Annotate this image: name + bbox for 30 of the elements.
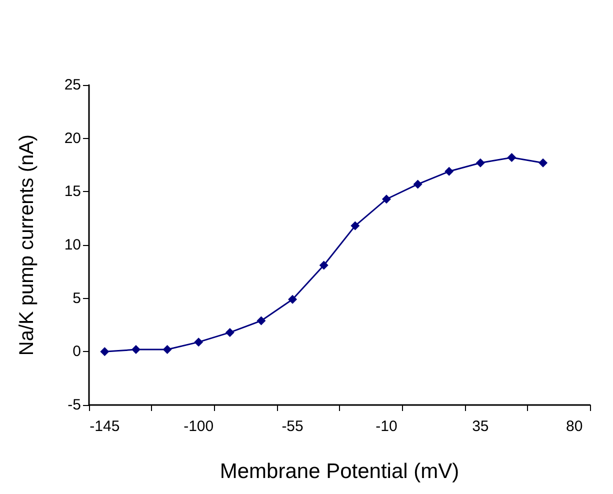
point xyxy=(225,328,234,337)
y-tick-label: 20 xyxy=(64,130,81,147)
point xyxy=(444,166,454,176)
y-tick-label: -5 xyxy=(68,396,81,414)
point xyxy=(538,158,548,168)
y-tick-label: 25 xyxy=(64,76,81,94)
y-axis-title: Na/K pump currents (nA) xyxy=(16,134,38,356)
x-axis-title: Membrane Potential (mV) xyxy=(220,460,460,483)
point xyxy=(476,158,485,168)
y-tick-label: 15 xyxy=(64,183,81,200)
y-tick-label: 0 xyxy=(72,343,81,360)
point xyxy=(131,345,140,354)
point xyxy=(350,221,360,230)
x-tick-label: 35 xyxy=(472,418,489,435)
x-tick-label: -145 xyxy=(90,418,120,435)
point xyxy=(194,338,204,347)
x-tick-label: -55 xyxy=(282,418,304,435)
point xyxy=(288,294,298,304)
point xyxy=(413,180,422,189)
point xyxy=(507,153,516,162)
point xyxy=(319,260,328,270)
point xyxy=(162,345,172,354)
y-tick-label: 5 xyxy=(72,290,81,307)
point xyxy=(382,194,391,204)
x-tick-label: 80 xyxy=(566,418,583,435)
point xyxy=(100,347,110,356)
point xyxy=(256,316,266,326)
x-tick-label: -10 xyxy=(376,418,398,435)
x-tick-label: -100 xyxy=(184,418,214,435)
y-tick-label: 10 xyxy=(64,236,81,254)
